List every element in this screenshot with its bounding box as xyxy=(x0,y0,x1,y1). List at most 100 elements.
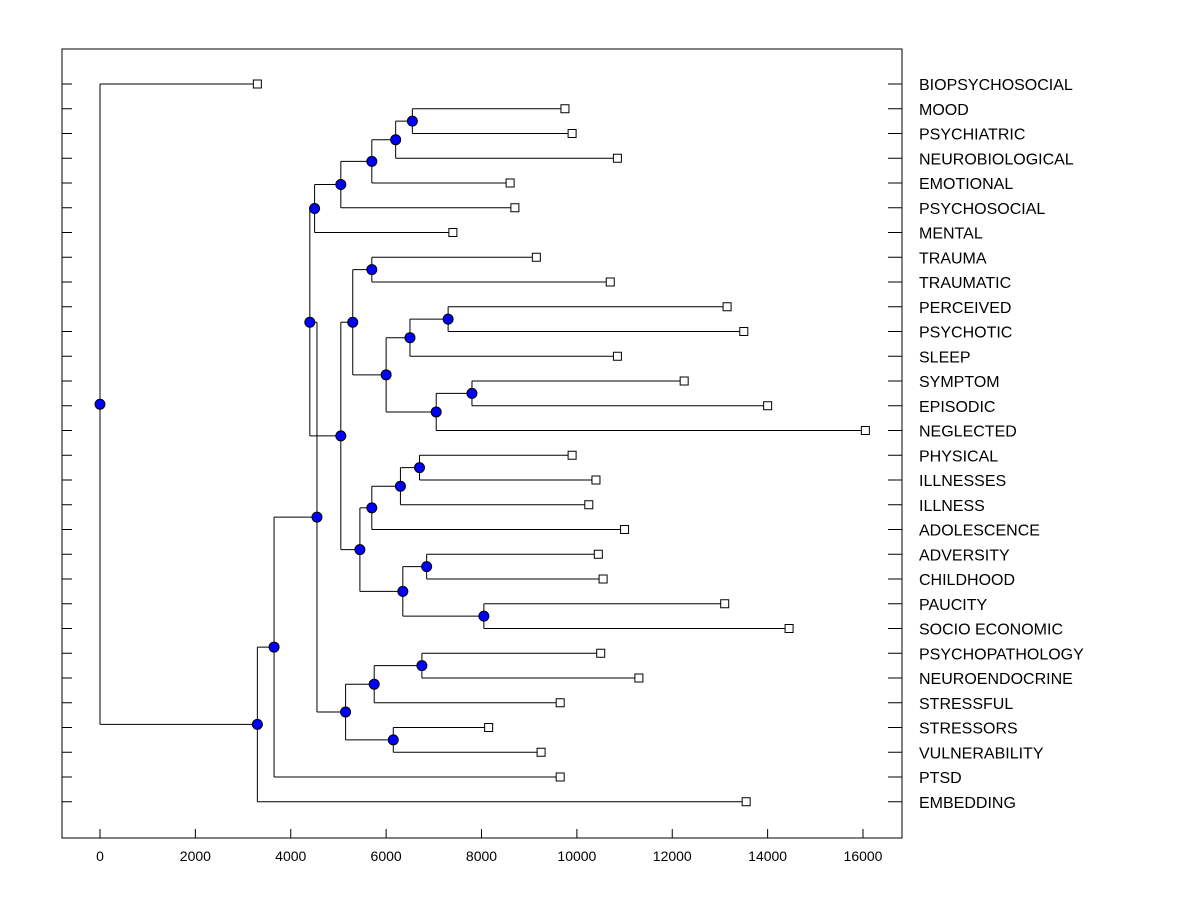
leaf-label-paucity: PAUCITY xyxy=(919,597,987,614)
leaf-label-psychotic: PSYCHOTIC xyxy=(919,325,1012,342)
leaf-label-vulnerability: VULNERABILITY xyxy=(919,745,1044,762)
dendrogram-links xyxy=(99,83,866,803)
leaf-marker-mental xyxy=(448,228,458,237)
x-tick-label: 6000 xyxy=(371,848,402,864)
leaf-label-illness: ILLNESS xyxy=(919,498,985,515)
leaf-marker-physical xyxy=(567,450,577,460)
cluster-node-N3 xyxy=(366,155,378,167)
leaf-label-biopsychosocial: BIOPSYCHOSOCIAL xyxy=(919,77,1073,94)
cluster-node-N25 xyxy=(340,706,352,718)
x-tick-label: 16000 xyxy=(844,848,883,864)
leaf-marker-illness xyxy=(584,500,594,510)
leaf-marker-perceived xyxy=(722,302,732,312)
leaf-marker-stressful xyxy=(555,698,565,708)
leaf-marker-embedding xyxy=(741,797,751,807)
leaf-marker-ptsd xyxy=(555,772,565,782)
leaf-marker-neuroendocrine xyxy=(634,673,644,683)
leaf-marker-psychiatric xyxy=(567,129,577,138)
leaf-label-emotional: EMOTIONAL xyxy=(919,176,1013,193)
cluster-node-N15 xyxy=(366,502,378,514)
leaf-label-illnesses: ILLNESSES xyxy=(919,473,1006,490)
leaf-marker-biopsychosocial xyxy=(252,79,262,89)
cluster-node-N20 xyxy=(335,430,347,442)
leaf-marker-traumatic xyxy=(605,277,615,287)
leaf-marker-paucity xyxy=(720,599,730,609)
cluster-node-N24 xyxy=(387,734,399,746)
leaf-label-psychosocial: PSYCHOSOCIAL xyxy=(919,201,1045,218)
leaf-marker-mood xyxy=(560,104,570,114)
x-axis: 0 2000 4000 6000 8000 10000 12000 14000 16000 xyxy=(96,829,883,864)
cluster-node-N21 xyxy=(304,316,316,328)
dendrogram-markers xyxy=(94,79,870,807)
leaf-label-psychopathology: PSYCHOPATHOLOGY xyxy=(919,646,1084,663)
leaf-marker-episodic xyxy=(763,401,773,411)
x-tick-label: 8000 xyxy=(466,848,497,864)
leaf-label-traumatic: TRAUMATIC xyxy=(919,275,1011,292)
cluster-node-N28 xyxy=(251,718,263,730)
cluster-node-N1 xyxy=(406,115,418,127)
leaf-label-mental: MENTAL xyxy=(919,226,983,243)
x-tick-label: 0 xyxy=(96,848,104,864)
leaf-label-trauma: TRAUMA xyxy=(919,250,987,267)
leaf-label-neglected: NEGLECTED xyxy=(919,424,1017,441)
leaf-marker-psychotic xyxy=(739,327,749,336)
x-tick-label: 2000 xyxy=(180,848,211,864)
leaf-label-neurobiological: NEUROBIOLOGICAL xyxy=(919,151,1074,168)
leaf-marker-neglected xyxy=(860,426,870,435)
leaf-marker-adolescence xyxy=(620,525,630,534)
cluster-node-N14 xyxy=(394,480,406,492)
cluster-node-N4 xyxy=(335,179,347,191)
cluster-node-N23 xyxy=(368,678,380,690)
leaf-marker-vulnerability xyxy=(536,747,546,757)
cluster-node-N16 xyxy=(421,561,433,573)
cluster-node-N10 xyxy=(430,406,442,418)
cluster-node-N22 xyxy=(416,660,428,672)
right-tick-marks xyxy=(888,83,902,803)
leaf-label-episodic: EPISODIC xyxy=(919,399,995,416)
leaf-label-ptsd: PTSD xyxy=(919,770,962,787)
cluster-node-N9 xyxy=(466,387,478,399)
leaf-label-mood: MOOD xyxy=(919,102,969,119)
leaf-label-perceived: PERCEIVED xyxy=(919,300,1011,317)
leaf-label-physical: PHYSICAL xyxy=(919,448,998,465)
leaf-marker-psychopathology xyxy=(596,648,606,658)
cluster-node-N12 xyxy=(347,316,359,328)
leaf-label-embedding: EMBEDDING xyxy=(919,795,1016,812)
cluster-node-N26 xyxy=(311,511,323,523)
cluster-node-N7 xyxy=(442,313,454,325)
plot-frame xyxy=(61,48,903,839)
cluster-node-N29 xyxy=(94,398,106,410)
leaf-label-socio-economic: SOCIO ECONOMIC xyxy=(919,622,1063,639)
leaf-marker-adversity xyxy=(593,549,603,559)
leaf-label-neuroendocrine: NEUROENDOCRINE xyxy=(919,671,1073,688)
x-tick-label: 14000 xyxy=(748,848,787,864)
plot-frame-group xyxy=(61,48,903,839)
cluster-node-N18 xyxy=(397,585,409,597)
leaf-marker-childhood xyxy=(598,574,608,584)
leaf-label-symptom: SYMPTOM xyxy=(919,374,1000,391)
leaf-label-adolescence: ADOLESCENCE xyxy=(919,523,1040,540)
cluster-node-N2 xyxy=(390,134,402,146)
leaf-marker-neurobiological xyxy=(612,153,622,163)
cluster-node-N5 xyxy=(309,203,321,215)
cluster-node-N27 xyxy=(268,641,280,653)
x-tick-label: 4000 xyxy=(275,848,306,864)
leaf-label-stressors: STRESSORS xyxy=(919,721,1018,738)
leaf-marker-emotional xyxy=(505,178,515,188)
leaf-marker-trauma xyxy=(531,252,541,262)
leaf-marker-socio-economic xyxy=(784,624,794,633)
leaf-marker-symptom xyxy=(679,376,689,386)
leaf-marker-sleep xyxy=(612,351,622,361)
cluster-node-N13 xyxy=(414,462,426,474)
leaf-label-sleep: SLEEP xyxy=(919,349,971,366)
cluster-node-N17 xyxy=(478,610,490,622)
x-tick-label: 12000 xyxy=(653,848,692,864)
cluster-node-N8 xyxy=(404,332,416,344)
leaf-label-adversity: ADVERSITY xyxy=(919,547,1010,564)
leaf-marker-illnesses xyxy=(591,475,601,485)
leaf-label-stressful: STRESSFUL xyxy=(919,696,1013,713)
x-tick-label: 10000 xyxy=(557,848,596,864)
leaf-label-psychiatric: PSYCHIATRIC xyxy=(919,127,1025,144)
leaf-labels: BIOPSYCHOSOCIAL MOOD PSYCHIATRIC NEUROBIOLO… xyxy=(919,77,1084,812)
